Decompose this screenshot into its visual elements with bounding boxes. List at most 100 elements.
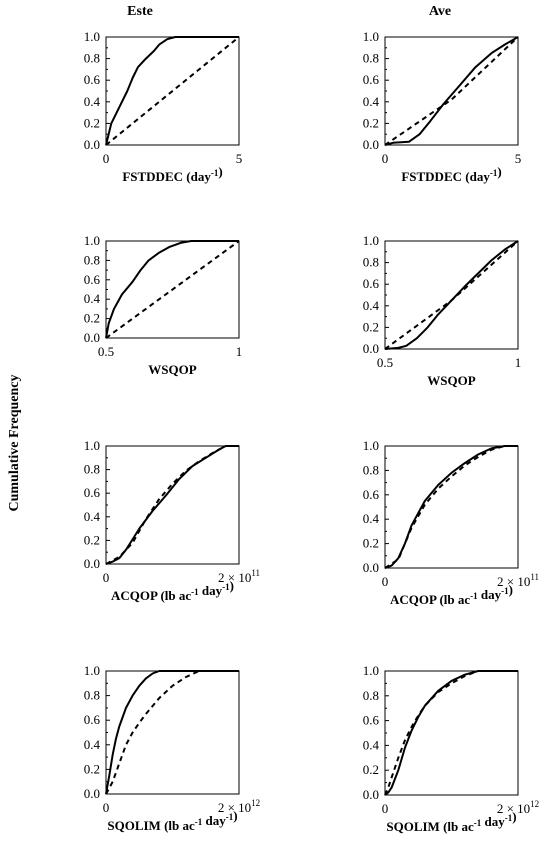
y-tick-label: 1.0 xyxy=(84,233,100,248)
panel-2: 0.0 0.2 0.4 0.6 0.8 1.0 0 5 FSTDDEC (day-1) xyxy=(363,29,522,184)
x-tick-label-exponent: 11 xyxy=(530,572,539,582)
cdf-line xyxy=(105,240,239,339)
x-axis-label-superscript: -1 xyxy=(505,813,513,823)
plot-frame xyxy=(384,36,519,146)
y-tick-label: 1.0 xyxy=(363,663,379,678)
y-tick-label: 0.2 xyxy=(84,532,100,547)
x-axis-label-superscript: -1 xyxy=(226,812,234,822)
y-tick-label: 0.2 xyxy=(363,319,379,334)
y-tick-label: 1.0 xyxy=(84,438,100,453)
reference-line xyxy=(384,670,518,796)
reference-line xyxy=(384,445,505,569)
plot-frame xyxy=(384,670,519,796)
reference-line xyxy=(105,36,240,146)
x-axis-label: WSQOP xyxy=(148,362,196,377)
cdf-line xyxy=(105,670,239,795)
y-tick-label: 0.6 xyxy=(84,72,101,87)
y-tick-label: 0.6 xyxy=(363,487,380,502)
y-tick-label: 0.2 xyxy=(363,115,379,130)
y-axis-label: Cumulative Frequency xyxy=(7,374,22,511)
x-tick-label-exponent: 12 xyxy=(251,798,260,808)
y-tick-label: 0.2 xyxy=(84,761,100,776)
plot-frame xyxy=(384,240,519,350)
y-tick-label: 0.4 xyxy=(84,291,101,306)
cdf-line xyxy=(384,670,518,796)
x-axis-label-superscript: -1 xyxy=(195,817,203,827)
column-title-este: Este xyxy=(127,4,153,19)
y-tick-label: 0.4 xyxy=(84,509,101,524)
y-tick-label: 0.4 xyxy=(363,94,380,109)
x-tick-label: 0 xyxy=(382,801,389,816)
x-tick-label: 1 xyxy=(236,344,243,359)
column-title-ave: Ave xyxy=(429,4,451,19)
x-tick-label: 0 xyxy=(382,151,389,166)
y-tick-label: 0.0 xyxy=(363,341,379,356)
x-axis-label-superscript: -1 xyxy=(211,168,219,178)
y-tick-label: 1.0 xyxy=(363,233,379,248)
y-tick-label: 0.8 xyxy=(363,255,379,270)
x-tick-label: 5 xyxy=(236,151,243,166)
x-axis-label: ACQOP (lb ac-1 day-1) xyxy=(390,582,513,607)
reference-line xyxy=(105,445,227,565)
x-tick-label: 0 xyxy=(103,151,110,166)
y-tick-label: 0.0 xyxy=(84,137,100,152)
y-tick-label: 0.6 xyxy=(363,72,380,87)
cdf-line xyxy=(384,445,518,569)
panel-4: 0.0 0.2 0.4 0.6 0.8 1.0 0.5 1 WSQOP xyxy=(363,233,522,388)
x-axis-label: FSTDDEC (day-1) xyxy=(122,164,222,184)
x-tick-label: 5 xyxy=(515,151,522,166)
y-tick-label: 0.8 xyxy=(363,462,379,477)
y-tick-label: 0.8 xyxy=(84,252,100,267)
x-tick-label: 1 xyxy=(515,355,522,370)
y-tick-label: 0.8 xyxy=(84,462,100,477)
x-axis-label-superscript: -1 xyxy=(501,586,509,596)
y-tick-label: 1.0 xyxy=(84,663,100,678)
reference-line xyxy=(384,240,519,350)
x-tick-label: 0 xyxy=(103,800,110,815)
y-tick-label: 1.0 xyxy=(363,438,379,453)
y-tick-label: 1.0 xyxy=(84,29,100,44)
y-tick-label: 0.8 xyxy=(363,51,379,66)
reference-line xyxy=(105,240,240,339)
x-tick-label: 2 × 1011 xyxy=(497,572,539,589)
y-tick-label: 0.6 xyxy=(84,485,101,500)
x-axis-label: WSQOP xyxy=(427,373,475,388)
x-tick-label-exponent: 11 xyxy=(251,568,260,578)
plot-frame xyxy=(105,445,240,565)
y-tick-label: 0.0 xyxy=(84,556,100,571)
x-tick-label: 0 xyxy=(103,570,110,585)
x-tick-label: 0.5 xyxy=(377,355,393,370)
reference-line xyxy=(105,670,239,795)
y-tick-label: 0.8 xyxy=(84,688,100,703)
x-tick-label: 0 xyxy=(382,574,389,589)
y-tick-label: 0.0 xyxy=(363,137,379,152)
y-tick-label: 0.6 xyxy=(84,272,101,287)
reference-line xyxy=(384,36,519,146)
y-tick-label: 0.2 xyxy=(84,115,100,130)
x-axis-label-superscript: -1 xyxy=(474,818,482,828)
y-tick-label: 0.4 xyxy=(363,298,380,313)
x-axis-label-superscript: -1 xyxy=(470,591,478,601)
y-tick-label: 0.0 xyxy=(363,560,379,575)
panel-3: 0.0 0.2 0.4 0.6 0.8 1.0 0.5 1 WSQOP xyxy=(84,233,243,377)
y-tick-label: 0.2 xyxy=(363,762,379,777)
x-tick-label: 2 × 1011 xyxy=(218,568,260,585)
y-tick-label: 0.6 xyxy=(84,712,101,727)
y-tick-label: 0.0 xyxy=(363,787,379,802)
y-tick-label: 0.4 xyxy=(363,737,380,752)
y-tick-label: 0.2 xyxy=(84,311,100,326)
x-tick-label-exponent: 12 xyxy=(530,799,539,809)
cdf-line xyxy=(105,445,239,565)
x-axis-label-superscript: -1 xyxy=(490,168,498,178)
plot-frame xyxy=(105,670,240,795)
plot-frame xyxy=(384,445,519,569)
y-tick-label: 0.8 xyxy=(363,688,379,703)
x-tick-label: 2 × 1012 xyxy=(218,798,260,815)
cdf-line xyxy=(384,240,519,350)
y-tick-label: 0.8 xyxy=(84,51,100,66)
